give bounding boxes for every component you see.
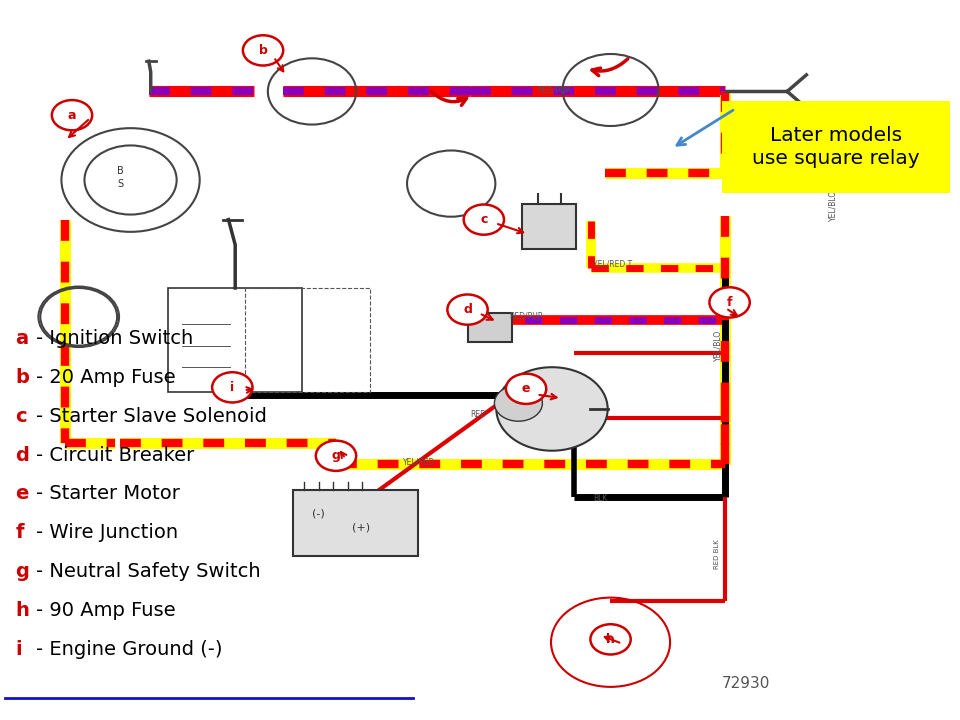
Text: - Starter Motor: - Starter Motor	[36, 485, 180, 503]
Text: f: f	[15, 523, 24, 542]
Text: e: e	[15, 485, 29, 503]
Text: YEL/RED: YEL/RED	[403, 458, 436, 467]
Text: - Engine Ground (-): - Engine Ground (-)	[36, 640, 223, 659]
Circle shape	[496, 367, 608, 451]
Text: g: g	[331, 449, 341, 462]
Text: i: i	[230, 381, 234, 394]
Text: h: h	[606, 633, 615, 646]
Text: c: c	[480, 213, 488, 226]
Text: BLK: BLK	[593, 494, 608, 503]
Text: b: b	[15, 368, 29, 387]
Text: d: d	[15, 446, 29, 464]
Bar	[168, 288, 302, 392]
FancyBboxPatch shape	[722, 101, 950, 193]
Text: - Neutral Safety Switch: - Neutral Safety Switch	[36, 562, 261, 581]
Text: f: f	[727, 296, 732, 309]
Bar	[468, 313, 512, 342]
Text: RED BLK: RED BLK	[714, 539, 720, 570]
Circle shape	[709, 287, 750, 318]
Circle shape	[316, 441, 356, 471]
Text: RED/PUR: RED/PUR	[538, 86, 572, 94]
Text: YEL/RED T: YEL/RED T	[593, 259, 633, 268]
Circle shape	[52, 100, 92, 130]
Circle shape	[494, 385, 542, 421]
Text: a: a	[68, 109, 76, 122]
Text: - Circuit Breaker: - Circuit Breaker	[36, 446, 195, 464]
Circle shape	[464, 204, 504, 235]
Circle shape	[590, 624, 631, 654]
Text: g: g	[15, 562, 29, 581]
Text: c: c	[15, 407, 27, 426]
Circle shape	[506, 374, 546, 404]
Text: B: B	[117, 166, 124, 176]
Text: YEL/BLO: YEL/BLO	[828, 189, 837, 221]
Text: RED: RED	[470, 410, 487, 419]
Text: YEL/BLO: YEL/BLO	[713, 330, 722, 361]
Text: (-): (-)	[312, 509, 324, 519]
Text: - 90 Amp Fuse: - 90 Amp Fuse	[36, 601, 176, 620]
Circle shape	[243, 35, 283, 66]
Text: e: e	[522, 382, 530, 395]
Text: - 20 Amp Fuse: - 20 Amp Fuse	[36, 368, 176, 387]
Text: i: i	[15, 640, 22, 659]
Text: - Wire Junction: - Wire Junction	[36, 523, 179, 542]
Bar	[245, 288, 370, 392]
Text: h: h	[15, 601, 29, 620]
Text: RED/PUR: RED/PUR	[509, 312, 543, 320]
Text: - Ignition Switch: - Ignition Switch	[36, 329, 194, 348]
Text: S: S	[117, 179, 123, 189]
Bar	[522, 204, 576, 249]
Text: (+): (+)	[352, 523, 371, 533]
Circle shape	[447, 294, 488, 325]
Bar	[293, 490, 418, 556]
Text: - Starter Slave Solenoid: - Starter Slave Solenoid	[36, 407, 267, 426]
Text: Later models
use square relay: Later models use square relay	[753, 125, 920, 168]
Circle shape	[212, 372, 252, 402]
Text: 72930: 72930	[722, 675, 770, 690]
Text: b: b	[258, 44, 268, 57]
Text: d: d	[463, 303, 472, 316]
Text: a: a	[15, 329, 29, 348]
